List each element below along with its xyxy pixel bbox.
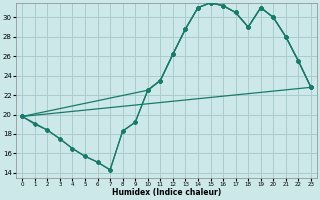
- X-axis label: Humidex (Indice chaleur): Humidex (Indice chaleur): [112, 188, 221, 197]
